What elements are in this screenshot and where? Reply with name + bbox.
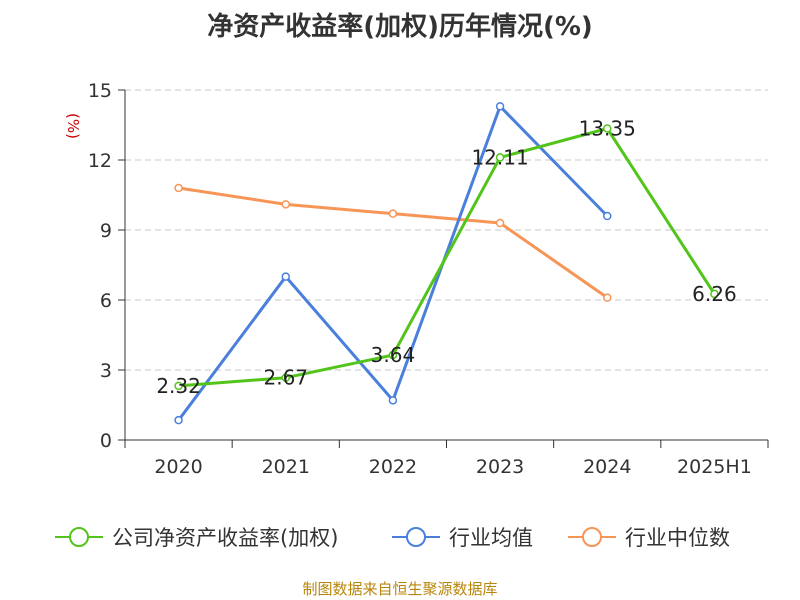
data-point — [281, 200, 290, 209]
data-point — [388, 350, 398, 360]
data-labels: 2.32 2.67 3.64 12.11 13.35 6.26 — [156, 117, 736, 398]
legend-label: 公司净资产收益率(加权) — [112, 526, 338, 550]
y-tick-label: 9 — [100, 220, 112, 242]
data-point — [281, 272, 290, 281]
y-tick-label: 12 — [88, 150, 112, 172]
data-point — [174, 381, 183, 391]
data-point — [174, 415, 183, 425]
data-point — [174, 183, 183, 193]
series-line-2 — [178, 186, 609, 299]
chart-title: 净资产收益率(加权)历年情况(%) — [207, 12, 593, 42]
grid-lines — [125, 89, 768, 371]
x-tick-label: 2024 — [583, 456, 631, 478]
legend-marker — [406, 527, 426, 547]
data-point — [281, 373, 290, 382]
data-point — [603, 211, 612, 221]
data-point — [388, 396, 398, 405]
y-tick-label: 6 — [100, 290, 112, 312]
series-line-1 — [177, 104, 609, 422]
data-point — [495, 218, 505, 228]
data-source-note: 制图数据来自恒生聚源数据库 — [302, 580, 498, 598]
x-tick-label: 2021 — [262, 456, 310, 478]
x-tick-label: 2025H1 — [677, 456, 752, 478]
data-label: 13.35 — [579, 117, 636, 141]
legend-label: 行业均值 — [449, 526, 533, 550]
x-tick-label: 2022 — [369, 456, 417, 478]
data-label: 3.64 — [371, 343, 416, 367]
data-point — [603, 124, 612, 133]
y-tick-label: 3 — [100, 360, 112, 382]
data-point — [710, 289, 719, 299]
series-lines — [174, 102, 719, 425]
legend: 公司净资产收益率(加权) 行业均值 行业中位数 — [55, 526, 730, 550]
legend-marker — [582, 527, 602, 547]
y-tick-label: 15 — [88, 80, 112, 102]
data-label: 12.11 — [471, 145, 528, 169]
legend-label: 行业中位数 — [625, 526, 730, 550]
data-label: 6.26 — [692, 282, 737, 306]
data-label: 2.67 — [263, 366, 308, 390]
data-label: 2.32 — [156, 374, 201, 398]
data-point — [388, 209, 398, 218]
series-line-0 — [178, 127, 716, 388]
data-point — [495, 153, 505, 162]
x-tick-label: 2023 — [476, 456, 524, 478]
y-tick-label: 0 — [100, 430, 112, 452]
data-point — [495, 102, 505, 111]
axes: 0 3 6 9 12 15 (%) 2020 2021 2022 2023 2024 2025H1 — [64, 80, 769, 478]
x-tick-label: 2020 — [154, 456, 202, 478]
data-point — [603, 293, 612, 302]
y-axis-label: (%) — [64, 113, 82, 139]
legend-marker — [69, 527, 89, 547]
